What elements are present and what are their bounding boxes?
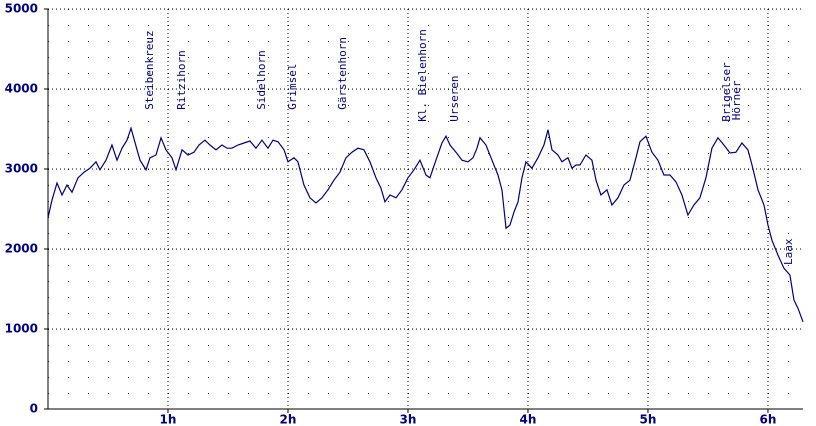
annotation: Brigelser <box>720 62 733 122</box>
x-tick-label: 4h <box>520 413 537 426</box>
x-tick-label: 1h <box>160 413 177 426</box>
y-tick-label: 0 <box>30 402 38 416</box>
x-tick-label: 6h <box>760 413 777 426</box>
annotation: Sidelhorn <box>255 50 268 110</box>
y-tick-label: 1000 <box>5 322 38 336</box>
annotation: Kl. Bielenhorn <box>416 29 429 122</box>
y-tick-label: 3000 <box>5 162 38 176</box>
annotation: Ritzihorn <box>175 50 188 110</box>
annotation: Urseren <box>448 75 461 121</box>
x-tick-label: 2h <box>280 413 297 426</box>
x-tick-label: 3h <box>400 413 417 426</box>
annotation: Grimsel <box>286 63 299 109</box>
annotation: Laax <box>782 238 795 265</box>
y-tick-label: 4000 <box>5 82 38 96</box>
minor-grid <box>48 9 803 409</box>
y-tick-label: 5000 <box>5 2 38 16</box>
annotation: Gärstenhorn <box>336 37 349 110</box>
annotation: Steibenkreuz <box>143 30 156 109</box>
y-tick-label: 2000 <box>5 242 38 256</box>
annotation: Hörner <box>730 80 743 120</box>
elevation-line <box>47 126 804 323</box>
x-tick-label: 5h <box>640 413 657 426</box>
